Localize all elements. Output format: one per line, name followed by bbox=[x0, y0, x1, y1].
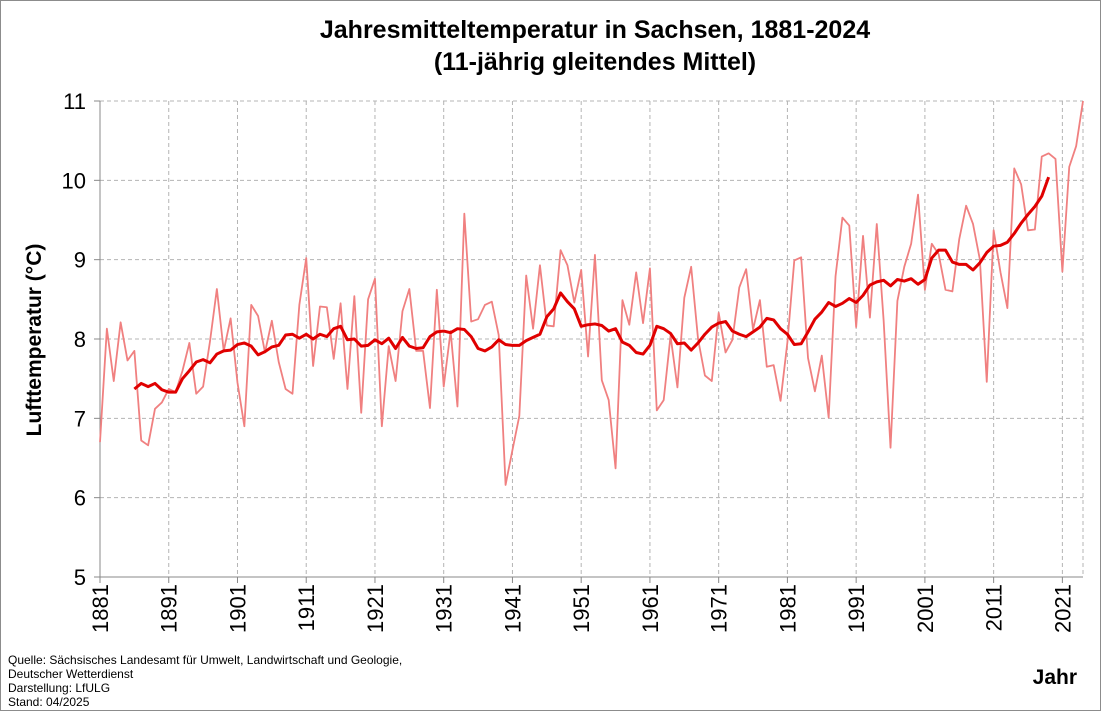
y-tick-label: 6 bbox=[74, 486, 86, 511]
x-tick-label: 1941 bbox=[500, 584, 525, 633]
y-tick-label: 7 bbox=[74, 406, 86, 431]
series-line-moving-average bbox=[133, 176, 1051, 394]
chart-title: Jahresmitteltemperatur in Sachsen, 1881-… bbox=[319, 16, 871, 44]
y-tick-label: 11 bbox=[63, 89, 86, 114]
series-line-annual bbox=[99, 100, 1084, 486]
x-tick-label: 1891 bbox=[157, 584, 182, 633]
axes bbox=[94, 100, 1083, 583]
x-tick-label: 1921 bbox=[363, 584, 388, 633]
y-tick-label: 8 bbox=[74, 327, 86, 352]
y-tick-label: 9 bbox=[74, 248, 86, 273]
x-tick-label: 1981 bbox=[775, 584, 800, 633]
x-tick-label: 1901 bbox=[225, 584, 250, 633]
source-line-3: Darstellung: LfULG bbox=[8, 681, 111, 695]
chart-subtitle: (11-jährig gleitendes Mittel) bbox=[433, 48, 757, 76]
source-line-2: Deutscher Wetterdienst bbox=[8, 667, 134, 681]
x-tick-label: 1931 bbox=[432, 584, 457, 633]
source-line-4: Stand: 04/2025 bbox=[8, 695, 90, 709]
x-tick-label: 1961 bbox=[638, 584, 663, 633]
y-axis-label: Lufttemperatur (°C) bbox=[23, 243, 46, 437]
x-tick-labels: 1881 1891 1901 1911 1921 1931 1941 1951 1961 1971… bbox=[88, 584, 1075, 633]
series-group bbox=[99, 100, 1084, 486]
x-tick-label: 1971 bbox=[707, 584, 732, 633]
y-tick-label: 10 bbox=[62, 168, 86, 193]
x-tick-label: 1951 bbox=[569, 584, 594, 633]
x-tick-label: 2011 bbox=[982, 584, 1007, 631]
source-note: Quelle: Sächsisches Landesamt für Umwelt… bbox=[8, 653, 428, 709]
x-tick-label: 2021 bbox=[1050, 584, 1075, 633]
grid-lines bbox=[100, 100, 1084, 577]
x-tick-label: 1911 bbox=[294, 584, 319, 631]
y-tick-labels: 5 6 7 8 9 10 11 bbox=[62, 89, 86, 590]
x-tick-label: 2001 bbox=[913, 584, 938, 633]
x-tick-label: 1991 bbox=[844, 584, 869, 633]
source-line-1: Quelle: Sächsisches Landesamt für Umwelt… bbox=[8, 653, 403, 667]
x-tick-label: 1881 bbox=[88, 584, 113, 633]
y-tick-label: 5 bbox=[74, 565, 86, 590]
x-axis-label: Jahr bbox=[1032, 666, 1077, 689]
